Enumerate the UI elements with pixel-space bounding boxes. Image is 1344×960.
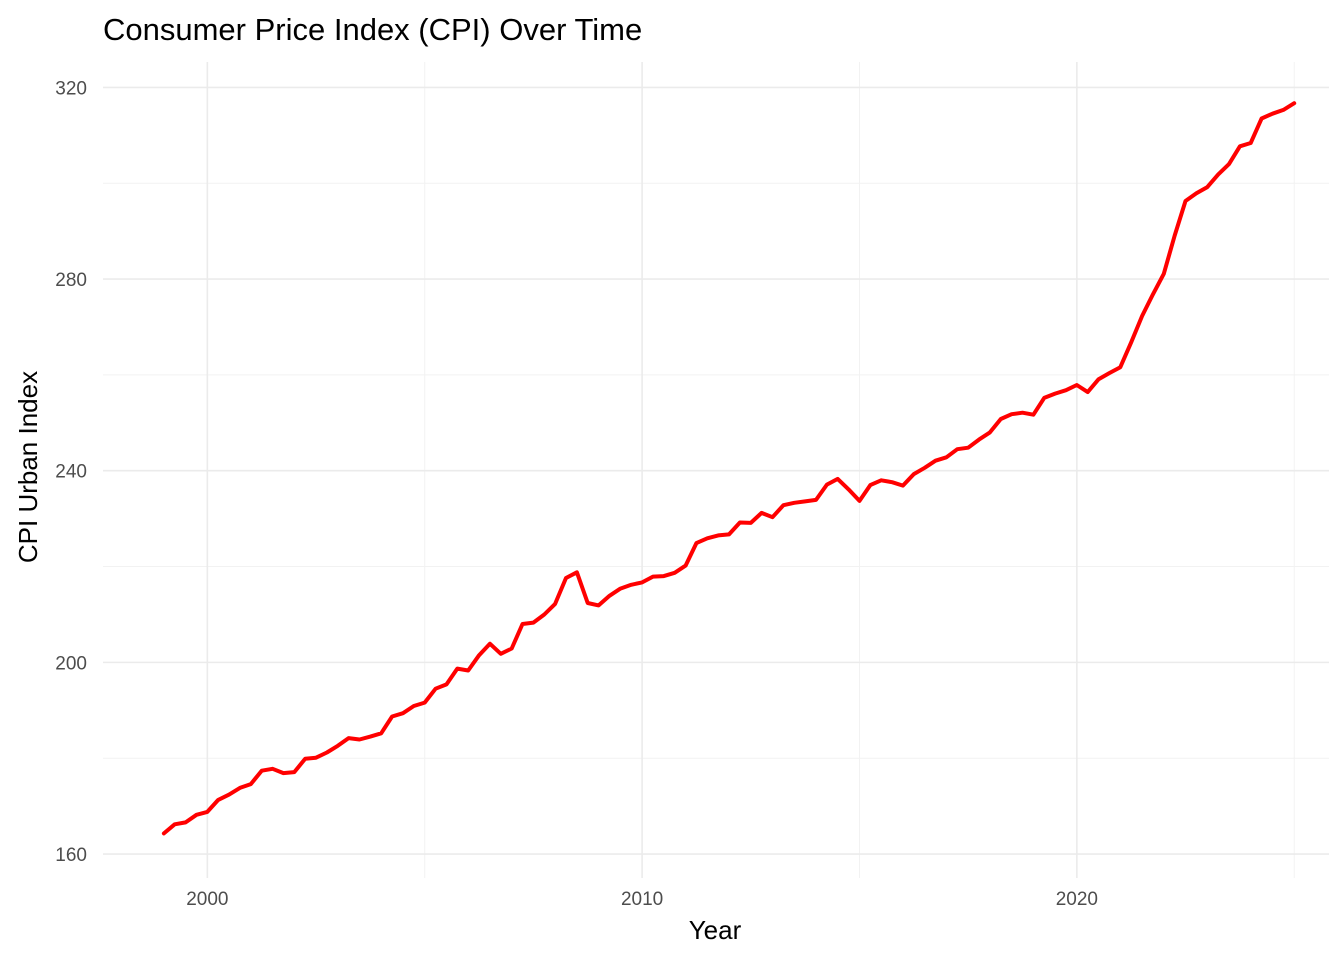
y-axis-ticks: 160 200 240 280 320 bbox=[55, 78, 87, 866]
y-tick-label: 200 bbox=[55, 653, 87, 674]
x-axis-title: Year bbox=[689, 915, 742, 945]
cpi-series-line bbox=[161, 101, 1297, 836]
chart-title: Consumer Price Index (CPI) Over Time bbox=[103, 12, 642, 47]
x-tick-label: 2010 bbox=[621, 889, 663, 910]
y-tick-label: 320 bbox=[55, 78, 87, 99]
grid-lines bbox=[103, 62, 1329, 878]
y-axis-title: CPI Urban Index bbox=[13, 371, 43, 563]
x-tick-label: 2000 bbox=[186, 889, 228, 910]
x-tick-label: 2020 bbox=[1056, 889, 1098, 910]
y-tick-label: 280 bbox=[55, 270, 87, 291]
y-tick-label: 240 bbox=[55, 462, 87, 483]
y-tick-label: 160 bbox=[55, 845, 87, 866]
x-axis-ticks: 2000 2010 2020 bbox=[186, 889, 1098, 910]
